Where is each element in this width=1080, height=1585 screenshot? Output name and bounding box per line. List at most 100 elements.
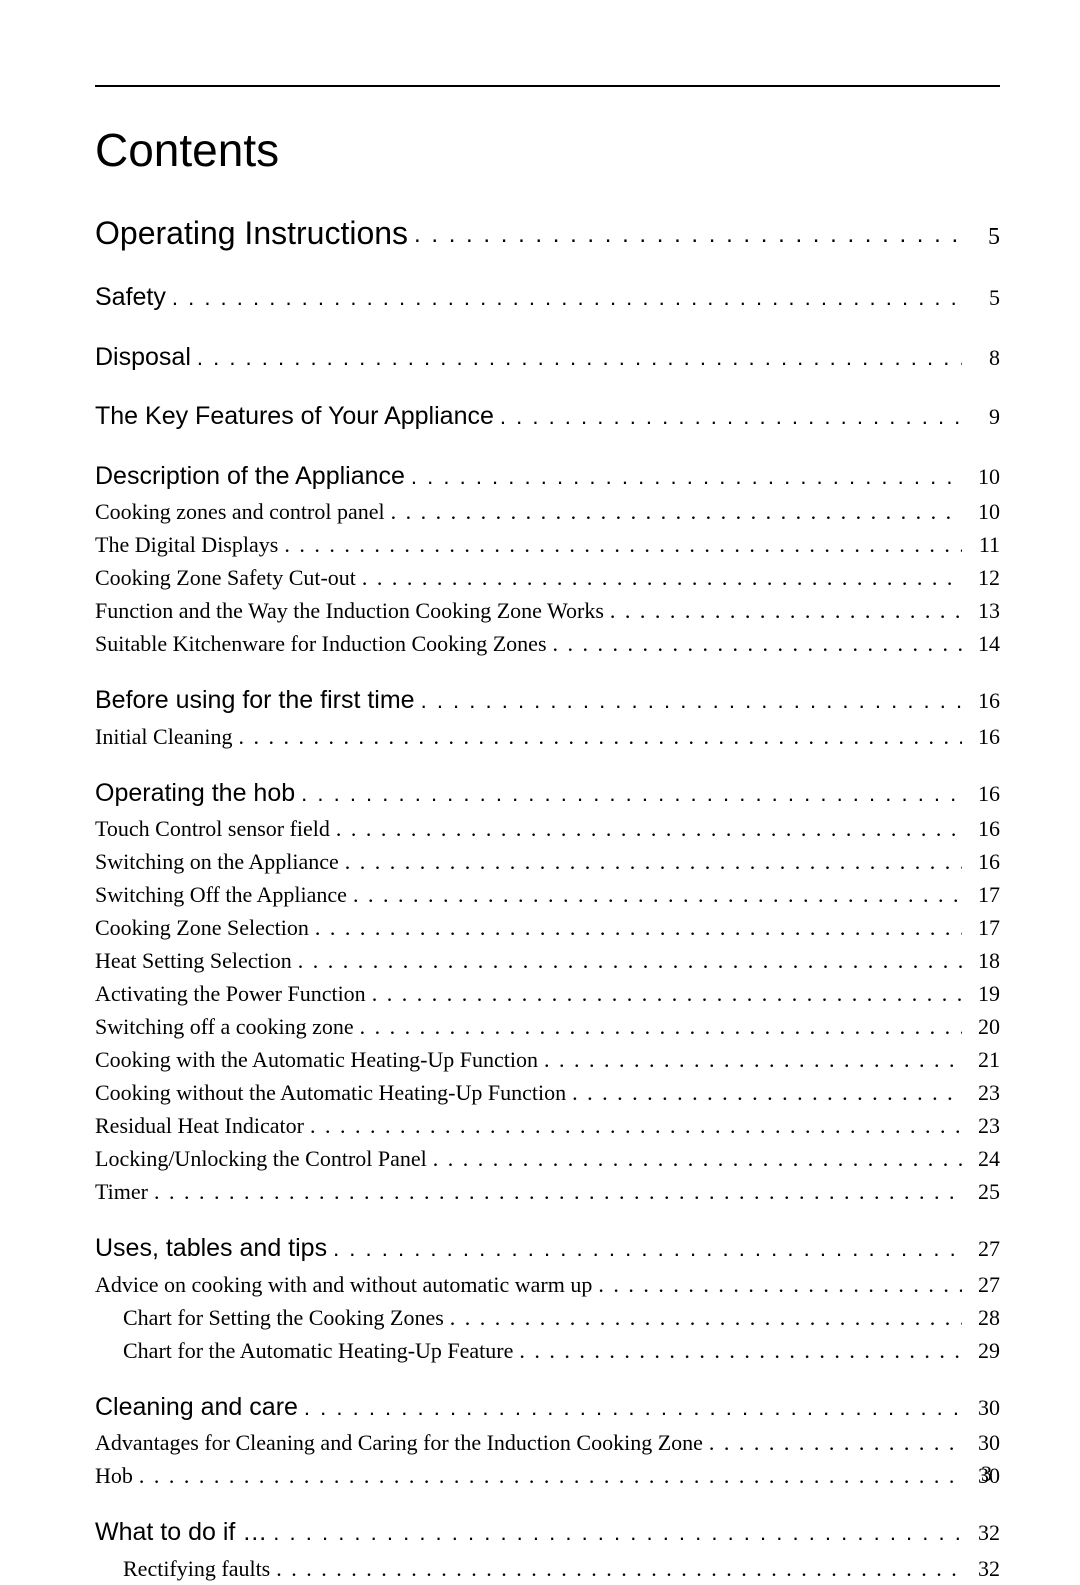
toc-section: Operating the hob. . . . . . . . . . . .…: [95, 775, 1000, 1209]
toc-page-ref: 32: [962, 1552, 1000, 1585]
toc-page-ref: 17: [962, 878, 1000, 911]
toc-leader-dots: . . . . . . . . . . . . . . . . . . . . …: [330, 812, 962, 845]
toc-label: Cooking zones and control panel: [95, 495, 385, 528]
toc-row: Cooking without the Automatic Heating-Up…: [95, 1076, 1000, 1109]
toc-leader-dots: . . . . . . . . . . . . . . . . . . . . …: [327, 1232, 962, 1265]
toc-leader-dots: . . . . . . . . . . . . . . . . . . . . …: [366, 977, 962, 1010]
toc-page-ref: 28: [962, 1301, 1000, 1334]
toc-row: Touch Control sensor field. . . . . . . …: [95, 812, 1000, 845]
toc-leader-dots: . . . . . . . . . . . . . . . . . . . . …: [538, 1043, 962, 1076]
toc-label: Chart for the Automatic Heating-Up Featu…: [123, 1334, 513, 1367]
toc-leader-dots: . . . . . . . . . . . . . . . . . . . . …: [415, 684, 962, 717]
toc-section: Cleaning and care. . . . . . . . . . . .…: [95, 1389, 1000, 1493]
toc-row: Switching on the Appliance. . . . . . . …: [95, 845, 1000, 878]
toc-row: Cooking Zone Safety Cut-out. . . . . . .…: [95, 561, 1000, 594]
toc-leader-dots: . . . . . . . . . . . . . . . . . . . . …: [304, 1109, 962, 1142]
toc-label: The Digital Displays: [95, 528, 278, 561]
toc-label: Advantages for Cleaning and Caring for t…: [95, 1426, 703, 1459]
toc-leader-dots: . . . . . . . . . . . . . . . . . . . . …: [267, 1516, 962, 1549]
toc-leader-dots: . . . . . . . . . . . . . . . . . . . . …: [347, 878, 962, 911]
toc-label: Advice on cooking with and without autom…: [95, 1268, 592, 1301]
toc-section: Before using for the first time. . . . .…: [95, 682, 1000, 753]
toc-page-ref: 30: [962, 1391, 1000, 1424]
toc-page-ref: 5: [962, 281, 1000, 314]
toc-leader-dots: . . . . . . . . . . . . . . . . . . . . …: [444, 1301, 962, 1334]
page-number: 3: [981, 1461, 992, 1487]
toc-label: Uses, tables and tips: [95, 1230, 327, 1268]
toc-leader-dots: . . . . . . . . . . . . . . . . . . . . …: [298, 1391, 962, 1424]
toc-row: Operating the hob. . . . . . . . . . . .…: [95, 775, 1000, 813]
toc-label: Before using for the first time: [95, 682, 415, 720]
toc-label: Operating Instructions: [95, 209, 408, 257]
toc-row: What to do if …. . . . . . . . . . . . .…: [95, 1514, 1000, 1552]
toc-label: Locking/Unlocking the Control Panel: [95, 1142, 427, 1175]
toc-page-ref: 27: [962, 1232, 1000, 1265]
toc-label: Disposal: [95, 339, 191, 377]
toc-page-ref: 16: [962, 845, 1000, 878]
toc-row: Heat Setting Selection. . . . . . . . . …: [95, 944, 1000, 977]
toc-label: Cooking Zone Safety Cut-out: [95, 561, 356, 594]
toc-leader-dots: . . . . . . . . . . . . . . . . . . . . …: [604, 594, 962, 627]
toc-label: Function and the Way the Induction Cooki…: [95, 594, 604, 627]
toc-page-ref: 10: [962, 495, 1000, 528]
toc-label: Cooking without the Automatic Heating-Up…: [95, 1076, 566, 1109]
toc-label: Cooking Zone Selection: [95, 911, 309, 944]
toc-leader-dots: . . . . . . . . . . . . . . . . . . . . …: [232, 720, 962, 753]
toc-row: Before using for the first time. . . . .…: [95, 682, 1000, 720]
toc-section: Disposal. . . . . . . . . . . . . . . . …: [95, 339, 1000, 377]
toc-page-ref: 24: [962, 1142, 1000, 1175]
toc-row: Operating Instructions. . . . . . . . . …: [95, 209, 1000, 257]
toc-label: Touch Control sensor field: [95, 812, 330, 845]
toc-page-ref: 12: [962, 561, 1000, 594]
toc-label: Switching on the Appliance: [95, 845, 339, 878]
toc-label: Cooking with the Automatic Heating-Up Fu…: [95, 1043, 538, 1076]
toc-leader-dots: . . . . . . . . . . . . . . . . . . . . …: [547, 627, 962, 660]
toc-label: Residual Heat Indicator: [95, 1109, 304, 1142]
toc-row: Switching Off the Appliance. . . . . . .…: [95, 878, 1000, 911]
toc-leader-dots: . . . . . . . . . . . . . . . . . . . . …: [592, 1268, 962, 1301]
toc-row: Disposal. . . . . . . . . . . . . . . . …: [95, 339, 1000, 377]
toc-leader-dots: . . . . . . . . . . . . . . . . . . . . …: [166, 281, 962, 314]
toc-row: Advantages for Cleaning and Caring for t…: [95, 1426, 1000, 1459]
toc-page-ref: 23: [962, 1109, 1000, 1142]
toc-leader-dots: . . . . . . . . . . . . . . . . . . . . …: [354, 1010, 962, 1043]
toc-row: Cooking Zone Selection. . . . . . . . . …: [95, 911, 1000, 944]
toc-page-ref: 10: [962, 460, 1000, 493]
toc-leader-dots: . . . . . . . . . . . . . . . . . . . . …: [270, 1552, 962, 1585]
toc-row: Cooking zones and control panel. . . . .…: [95, 495, 1000, 528]
toc-leader-dots: . . . . . . . . . . . . . . . . . . . . …: [405, 460, 962, 493]
toc-leader-dots: . . . . . . . . . . . . . . . . . . . . …: [278, 528, 962, 561]
toc-row: Uses, tables and tips. . . . . . . . . .…: [95, 1230, 1000, 1268]
toc-leader-dots: . . . . . . . . . . . . . . . . . . . . …: [494, 400, 962, 433]
toc-page-ref: 11: [962, 528, 1000, 561]
toc-row: Hob. . . . . . . . . . . . . . . . . . .…: [95, 1459, 1000, 1492]
toc-leader-dots: . . . . . . . . . . . . . . . . . . . . …: [385, 495, 962, 528]
toc-label: What to do if …: [95, 1514, 267, 1552]
toc-label: Chart for Setting the Cooking Zones: [123, 1301, 444, 1334]
page-frame: Contents Operating Instructions. . . . .…: [95, 85, 1000, 1469]
toc-leader-dots: . . . . . . . . . . . . . . . . . . . . …: [191, 341, 962, 374]
toc-section: Uses, tables and tips. . . . . . . . . .…: [95, 1230, 1000, 1367]
toc-row: Chart for the Automatic Heating-Up Featu…: [95, 1334, 1000, 1367]
toc-row: The Key Features of Your Appliance. . . …: [95, 398, 1000, 436]
toc-row: Switching off a cooking zone. . . . . . …: [95, 1010, 1000, 1043]
toc-leader-dots: . . . . . . . . . . . . . . . . . . . . …: [133, 1459, 962, 1492]
toc-page-ref: 32: [962, 1516, 1000, 1549]
toc-leader-dots: . . . . . . . . . . . . . . . . . . . . …: [513, 1334, 962, 1367]
toc-section: Safety. . . . . . . . . . . . . . . . . …: [95, 279, 1000, 317]
toc-label: Initial Cleaning: [95, 720, 232, 753]
toc-label: Switching off a cooking zone: [95, 1010, 354, 1043]
toc-section: Operating Instructions. . . . . . . . . …: [95, 209, 1000, 257]
toc-row: Description of the Appliance. . . . . . …: [95, 458, 1000, 496]
toc-page-ref: 9: [962, 400, 1000, 433]
toc-row: Safety. . . . . . . . . . . . . . . . . …: [95, 279, 1000, 317]
toc-leader-dots: . . . . . . . . . . . . . . . . . . . . …: [295, 777, 962, 810]
toc-leader-dots: . . . . . . . . . . . . . . . . . . . . …: [356, 561, 962, 594]
toc-page-ref: 30: [962, 1426, 1000, 1459]
toc-leader-dots: . . . . . . . . . . . . . . . . . . . . …: [408, 217, 962, 253]
toc-page-ref: 29: [962, 1334, 1000, 1367]
toc-page-ref: 16: [962, 777, 1000, 810]
page-title: Contents: [95, 123, 1000, 177]
toc-page-ref: 19: [962, 977, 1000, 1010]
toc-page-ref: 14: [962, 627, 1000, 660]
